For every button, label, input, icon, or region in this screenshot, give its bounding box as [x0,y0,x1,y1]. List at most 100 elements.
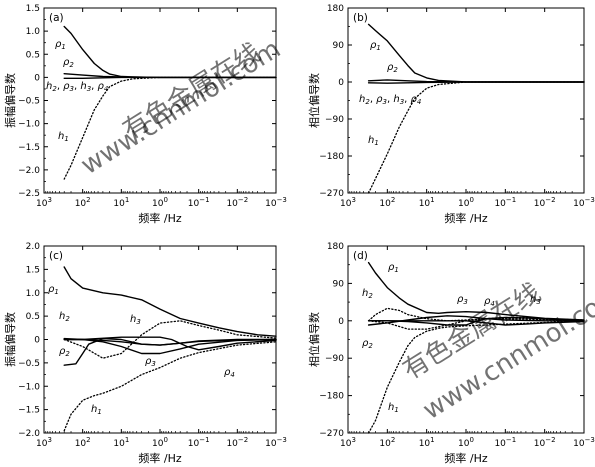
curve-label-h1: h1​ [368,135,379,147]
series-line-h1 [367,81,585,194]
y-tick-label: 0 [34,73,40,83]
y-axis-title: 振幅偏导数 [3,312,17,367]
curve-label-rho2: ρ2​ [63,57,74,69]
curve-label-h1: h1​ [58,131,69,143]
x-axis-title: 频率 /Hz [444,211,487,225]
curve-label-h1: h1​ [388,402,399,414]
x-tick-label: 10−1 [494,436,516,449]
x-tick-label: 10−2 [226,196,248,209]
x-tick-label: 100 [152,196,168,209]
x-tick-label: 102 [379,436,395,449]
curve-label-rho4: ρ4​ [224,367,235,379]
y-tick-label: −0.5 [18,359,40,369]
curve-label-rho3: ρ3​ [145,356,156,368]
x-tick-label: 103 [36,196,52,209]
x-axis-title: 频率 /Hz [444,451,487,465]
curve-label-rho1: ρ1​ [370,40,381,52]
series-line-h2 [367,307,585,322]
y-tick-label: 90 [333,41,345,51]
series-line-rho1 [367,23,585,83]
x-tick-label: 100 [458,196,474,209]
y-tick-label: −2.0 [18,166,40,176]
x-tick-label: 101 [419,196,435,209]
series-line-h1 [367,320,585,434]
y-tick-label: −1.5 [18,143,40,153]
y-tick-label: 1.0 [26,27,41,37]
y-tick-label: 0 [338,317,344,327]
series-line-h3 [367,316,585,330]
y-tick-label: −90 [325,354,344,364]
y-tick-label: 180 [327,4,344,14]
x-tick-label: 10−3 [265,436,287,449]
panel-label: (d) [353,250,368,262]
x-tick-label: 10−1 [494,196,516,209]
y-tick-label: −1.0 [18,120,40,130]
series-line-rho1 [63,266,277,337]
x-axis-title: 频率 /Hz [138,211,181,225]
series-line-h1 [63,76,277,180]
y-tick-label: 1.5 [26,4,40,14]
x-tick-label: 10−3 [573,436,595,449]
x-tick-label: 10−2 [534,436,556,449]
y-tick-label: −90 [325,115,344,125]
y-tick-label: 0 [34,336,40,346]
curve-label-h2-rho3-h3-rho4: h2​, ρ3​, h3​, ρ4​ [359,94,421,106]
curve-label-rho2: ρ2​ [59,346,70,358]
y-tick-label: 0 [338,78,344,88]
curve-label-rho1: ρ1​ [388,262,399,274]
y-tick-label: −1.0 [18,382,40,392]
x-tick-label: 101 [113,436,129,449]
y-tick-label: 0.5 [26,50,40,60]
curve-label-h1: h1​ [91,404,102,416]
y-tick-label: 180 [327,242,344,252]
curve-label-h3: h3​ [130,314,141,326]
y-tick-label: −1.5 [18,406,40,416]
panel-label: (a) [49,12,64,24]
watermark-text-bottom: www.cnnmol.com [76,34,286,181]
curve-label-rho3: ρ3​ [457,294,468,306]
y-axis-title: 相位偏导数 [307,312,321,367]
y-tick-label: −0.5 [18,97,40,107]
curve-label-h2: h2​ [362,288,373,300]
y-tick-label: −270 [319,429,344,439]
series-line-rho3 [63,338,277,355]
y-tick-label: 1.0 [26,289,41,299]
y-tick-label: −2.0 [18,429,40,439]
x-tick-label: 10−2 [534,196,556,209]
series-line-rho4 [63,336,277,351]
x-tick-label: 100 [152,436,168,449]
y-axis-title: 振幅偏导数 [3,73,17,128]
curve-label-h3: h3​ [530,294,541,306]
x-tick-label: 10−3 [573,196,595,209]
x-tick-label: 102 [379,196,395,209]
x-tick-label: 10−1 [188,436,210,449]
x-axis-title: 频率 /Hz [138,451,181,465]
x-tick-label: 103 [340,436,356,449]
series-line-h3 [63,320,277,359]
y-tick-label: −2.5 [18,189,40,199]
curve-label-rho1: ρ1​ [55,39,66,51]
x-tick-label: 103 [36,436,52,449]
y-axis-title: 相位偏导数 [307,73,321,128]
x-tick-label: 100 [458,436,474,449]
x-tick-label: 102 [75,436,91,449]
panel-label: (b) [353,12,368,24]
curve-label-rho2: ρ2​ [387,62,398,74]
x-tick-label: 10−2 [226,436,248,449]
y-tick-label: 2.0 [26,242,41,252]
x-tick-label: 101 [419,436,435,449]
y-tick-label: 0.5 [26,312,40,322]
curve-label-rho2: ρ2​ [362,338,373,350]
x-tick-label: 101 [113,196,129,209]
panel-label: (c) [49,250,63,262]
y-tick-label: −180 [319,152,344,162]
x-tick-label: 10−3 [265,196,287,209]
y-tick-label: −180 [319,392,344,402]
curve-label-h2: h2​ [59,311,70,323]
series-line-h1 [63,341,277,432]
x-tick-label: 10−1 [188,196,210,209]
